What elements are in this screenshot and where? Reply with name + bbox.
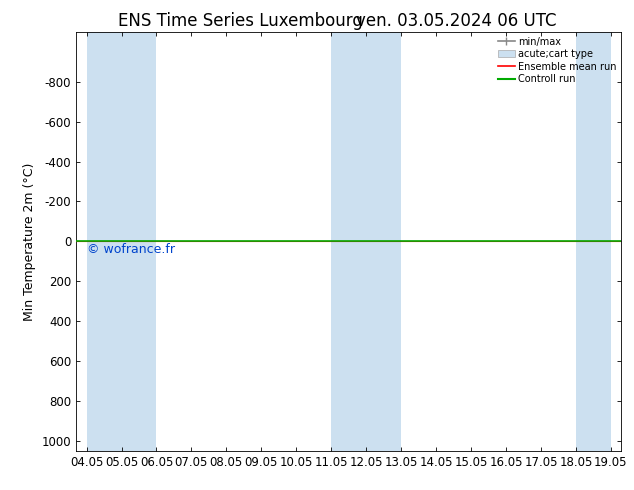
Text: © wofrance.fr: © wofrance.fr <box>87 244 175 256</box>
Text: ENS Time Series Luxembourg: ENS Time Series Luxembourg <box>119 12 363 30</box>
Text: ven. 03.05.2024 06 UTC: ven. 03.05.2024 06 UTC <box>356 12 557 30</box>
Y-axis label: Min Temperature 2m (°C): Min Temperature 2m (°C) <box>23 162 36 320</box>
Bar <box>576 32 611 451</box>
Bar <box>87 32 157 451</box>
Legend: min/max, acute;cart type, Ensemble mean run, Controll run: min/max, acute;cart type, Ensemble mean … <box>496 35 618 86</box>
Bar <box>331 32 401 451</box>
